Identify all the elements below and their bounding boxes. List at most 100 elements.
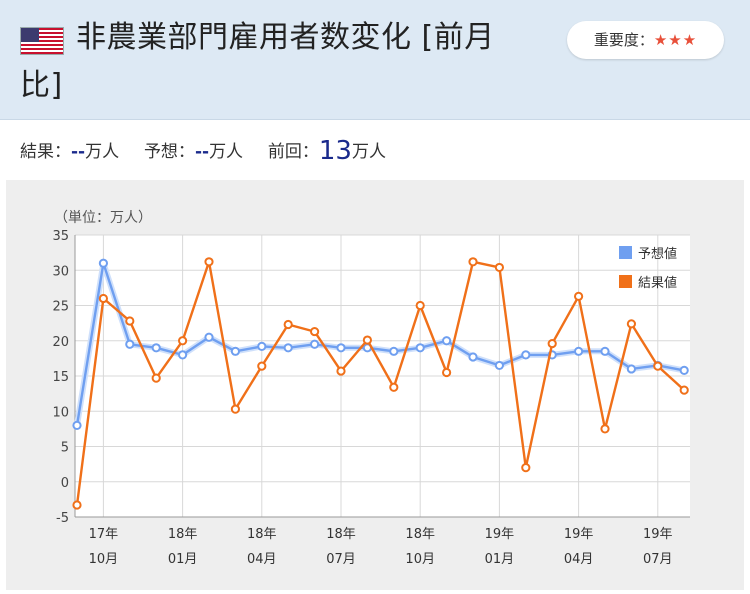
chart-svg: （単位：万人） -5 0 5 10 15 20 25 30 35 17年 10月 18年 01月 18年… bbox=[52, 210, 690, 567]
data-point bbox=[72, 420, 82, 430]
data-point bbox=[125, 339, 135, 349]
x-tick-year: 19年 bbox=[485, 527, 515, 542]
y-tick-label: 35 bbox=[52, 229, 69, 244]
data-point bbox=[178, 336, 188, 346]
result-label: 結果： bbox=[20, 142, 71, 162]
data-point bbox=[468, 257, 478, 267]
data-point bbox=[310, 339, 320, 349]
previous-unit: 万人 bbox=[351, 142, 386, 162]
legend-swatch bbox=[619, 275, 632, 288]
data-point bbox=[362, 335, 372, 345]
data-point bbox=[415, 300, 425, 311]
x-tick-month: 07月 bbox=[643, 552, 673, 567]
series-actual bbox=[72, 257, 689, 510]
forecast-value: -- bbox=[194, 142, 210, 162]
title-line-2: 比] bbox=[20, 68, 63, 103]
header: 非農業部門雇用者数変化 [前月 比] 重要度：★★★ bbox=[0, 0, 750, 120]
series-line bbox=[75, 260, 686, 506]
y-tick-label: 5 bbox=[61, 441, 69, 456]
data-point bbox=[653, 361, 663, 371]
data-point bbox=[626, 364, 637, 374]
y-tick-label: -5 bbox=[56, 511, 69, 526]
chart-panel: （単位：万人） -5 0 5 10 15 20 25 30 35 17年 10月 18年 01月 18年… bbox=[6, 180, 744, 590]
forecast-unit: 万人 bbox=[209, 142, 244, 162]
y-tick-label: 30 bbox=[52, 264, 69, 279]
data-point bbox=[679, 365, 689, 375]
page-title: 非農業部門雇用者数変化 [前月 比] bbox=[20, 14, 546, 103]
previous-value: 13 bbox=[318, 136, 352, 166]
us-flag-icon bbox=[20, 27, 64, 55]
legend-swatch bbox=[619, 246, 632, 259]
importance-label: 重要度： bbox=[593, 31, 654, 49]
data-point bbox=[336, 366, 346, 376]
x-tick-year: 19年 bbox=[564, 527, 594, 542]
data-point bbox=[442, 367, 452, 378]
result-value: -- bbox=[71, 142, 86, 162]
x-tick-year: 18年 bbox=[247, 527, 277, 542]
data-point bbox=[494, 360, 504, 371]
importance-stars: ★★★ bbox=[653, 31, 698, 49]
x-tick-year: 19年 bbox=[643, 527, 673, 542]
data-point bbox=[230, 404, 240, 414]
data-point bbox=[574, 291, 584, 301]
x-tick-year: 18年 bbox=[168, 527, 198, 542]
chart-unit-label: （単位：万人） bbox=[54, 210, 152, 226]
y-tick-label: 15 bbox=[52, 370, 69, 385]
data-point bbox=[310, 326, 320, 337]
title-line-1: 非農業部門雇用者数変化 [前月 bbox=[76, 20, 495, 55]
data-point bbox=[600, 346, 610, 356]
previous-label: 前回： bbox=[267, 142, 319, 162]
x-tick-month: 07月 bbox=[326, 552, 356, 567]
x-tick-year: 18年 bbox=[405, 527, 435, 542]
data-point bbox=[574, 346, 584, 356]
grid bbox=[75, 234, 690, 518]
data-point bbox=[389, 346, 399, 356]
x-tick-month: 01月 bbox=[485, 552, 515, 567]
data-point bbox=[204, 332, 214, 342]
data-point bbox=[151, 373, 161, 383]
data-point bbox=[679, 385, 689, 395]
data-point bbox=[521, 350, 531, 360]
data-point bbox=[389, 382, 399, 392]
x-tick-month: 04月 bbox=[247, 552, 277, 567]
data-point bbox=[178, 350, 188, 360]
data-point bbox=[600, 424, 610, 434]
x-tick-month: 10月 bbox=[89, 552, 119, 567]
x-tick-year: 17年 bbox=[89, 527, 119, 542]
data-point bbox=[230, 346, 240, 356]
y-tick-label: 20 bbox=[52, 335, 69, 350]
importance-badge: 重要度：★★★ bbox=[567, 21, 724, 59]
data-point bbox=[283, 343, 293, 353]
x-axis: 17年 10月 18年 01月 18年 04月 18年 07月 18年 10月 19年 01月 19年 0… bbox=[75, 516, 690, 567]
y-tick-label: 0 bbox=[61, 476, 69, 491]
data-point bbox=[257, 341, 267, 351]
y-axis: -5 0 5 10 15 20 25 30 35 bbox=[52, 229, 76, 526]
y-tick-label: 10 bbox=[52, 405, 69, 420]
data-point bbox=[468, 352, 478, 362]
data-point bbox=[626, 319, 637, 329]
data-point bbox=[442, 336, 452, 346]
data-point bbox=[98, 293, 109, 304]
data-point bbox=[204, 257, 214, 267]
x-tick-month: 10月 bbox=[405, 552, 435, 567]
data-point bbox=[72, 500, 82, 510]
data-point bbox=[125, 316, 135, 326]
data-point bbox=[336, 343, 346, 353]
series-layer bbox=[72, 257, 689, 510]
result-unit: 万人 bbox=[85, 142, 120, 162]
data-point bbox=[98, 258, 109, 268]
data-point bbox=[547, 338, 557, 349]
legend-label: 結果値 bbox=[638, 275, 677, 291]
data-point bbox=[494, 262, 504, 273]
x-tick-year: 18年 bbox=[326, 527, 356, 542]
x-tick-month: 04月 bbox=[564, 552, 594, 567]
results-row: 結果：--万人 予想：--万人 前回：13万人 bbox=[20, 136, 386, 167]
data-point bbox=[151, 343, 161, 353]
data-point bbox=[283, 319, 293, 330]
data-point bbox=[257, 361, 267, 371]
data-point bbox=[415, 343, 425, 353]
y-tick-label: 25 bbox=[52, 300, 69, 315]
data-point bbox=[521, 463, 531, 473]
legend-label: 予想値 bbox=[638, 246, 677, 262]
